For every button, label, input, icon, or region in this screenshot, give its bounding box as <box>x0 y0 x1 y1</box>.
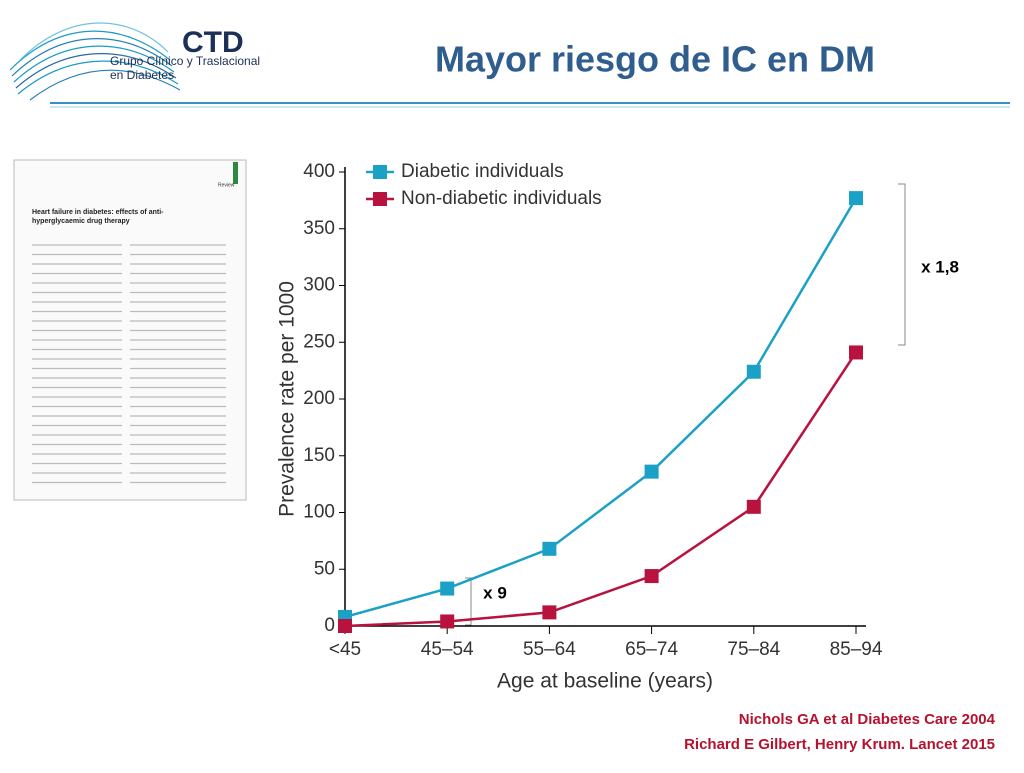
y-tick-label: 100 <box>303 502 335 523</box>
data-point <box>644 464 659 479</box>
x-tick-label: 85–94 <box>830 639 883 660</box>
legend-marker <box>373 165 387 179</box>
y-axis-label: Prevalence rate per 1000 <box>276 281 299 517</box>
paper-title-box: Heart failure in diabetes: effects of an… <box>32 209 164 225</box>
y-tick-label: 150 <box>303 445 335 466</box>
data-point <box>338 619 352 633</box>
x-axis-label: Age at baseline (years) <box>497 670 713 693</box>
bracket <box>898 183 906 346</box>
y-tick-label: 250 <box>303 331 335 352</box>
paper-title: Heart failure in diabetes: effects of an… <box>32 209 164 225</box>
data-point <box>849 345 863 360</box>
paper-label: Review <box>218 182 235 188</box>
annotation: x 1,8 <box>921 257 959 276</box>
logo-swirl <box>9 22 181 101</box>
series-line <box>344 197 858 619</box>
x-tick-label: 65–74 <box>625 639 678 660</box>
y-tick-label: 0 <box>324 615 335 636</box>
reference: Nichols GA et al Diabetes Care 2004 <box>739 711 996 728</box>
slide-title: Mayor riesgo de IC en DM <box>435 39 875 80</box>
y-tick-label: 50 <box>314 558 335 579</box>
logo-subtitle: Grupo Clínico y Traslacional <box>110 54 260 68</box>
bracket <box>465 577 472 626</box>
y-tick-label: 400 <box>303 161 335 182</box>
data-point <box>542 541 557 556</box>
data-point <box>440 614 455 629</box>
logo-title: CTD <box>182 26 244 59</box>
legend-marker <box>373 192 387 206</box>
legend-label: Non-diabetic individuals <box>401 188 602 209</box>
y-tick-label: 350 <box>303 218 335 239</box>
series-line <box>344 351 858 628</box>
chart: 0 50 100 150 200 250 300 350 400 <45 45–54 55–64 65–… <box>276 161 959 693</box>
data-point <box>542 605 557 620</box>
data-point <box>746 364 761 379</box>
logo-subtitle: en Diabetes <box>110 68 174 82</box>
data-point <box>440 581 455 596</box>
paper-text-lines <box>32 244 226 484</box>
data-point <box>644 569 659 584</box>
legend-label: Diabetic individuals <box>401 161 564 182</box>
reference: Richard E Gilbert, Henry Krum. Lancet 20… <box>684 736 995 753</box>
annotation: x 9 <box>483 583 507 602</box>
paper-tag <box>233 162 238 184</box>
data-point <box>849 191 863 206</box>
y-tick-label: 300 <box>303 275 335 296</box>
x-tick-label: 75–84 <box>727 639 780 660</box>
data-point <box>746 499 761 514</box>
x-tick-label: 55–64 <box>523 639 576 660</box>
x-tick-label: <45 <box>329 639 361 660</box>
y-tick-label: 200 <box>303 388 335 409</box>
x-tick-label: 45–54 <box>421 639 474 660</box>
